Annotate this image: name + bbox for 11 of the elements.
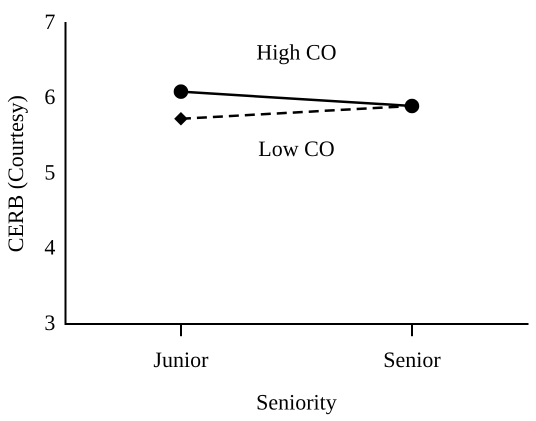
series-label: Low CO <box>258 136 335 162</box>
x-tick-label: Senior <box>383 347 442 372</box>
series-label: High CO <box>256 40 336 65</box>
y-axis-title: CERB (Courtesy) <box>2 95 28 252</box>
y-tick-label: 4 <box>44 234 56 260</box>
y-tick-label: 7 <box>44 8 56 34</box>
y-tick-label: 3 <box>44 310 56 335</box>
y-tick-label: 5 <box>44 159 56 184</box>
y-tick-label: 6 <box>44 84 56 110</box>
x-tick-label: Junior <box>153 347 210 372</box>
x-axis-title: Seniority <box>256 390 337 415</box>
